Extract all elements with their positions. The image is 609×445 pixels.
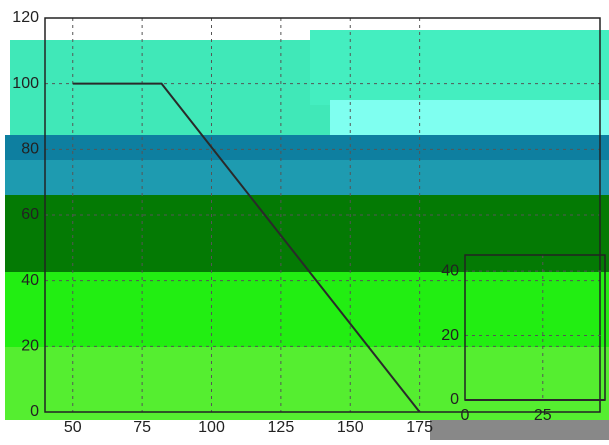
glitch-band (430, 420, 609, 440)
y-tick-label: 120 (12, 9, 39, 26)
glitch-band (5, 272, 609, 347)
x-tick-label: 0 (461, 407, 470, 424)
y-tick-label: 20 (21, 338, 39, 355)
x-tick-label: 125 (268, 419, 295, 436)
glitch-band (5, 347, 609, 420)
y-tick-label: 60 (21, 206, 39, 223)
y-tick-label: 0 (450, 391, 459, 408)
x-tick-label: 100 (198, 419, 225, 436)
x-tick-label: 75 (133, 419, 151, 436)
x-tick-label: 175 (406, 419, 433, 436)
x-tick-label: 25 (534, 407, 552, 424)
glitch-band (5, 160, 609, 195)
plot-frame (44, 17, 601, 413)
x-tick-label: 50 (64, 419, 82, 436)
glitch-band (310, 30, 609, 105)
glitch-band (330, 100, 609, 140)
glitch-band (5, 195, 609, 272)
plots: 50 75 100 125 150 175 0 20 40 60 80 100 120 0 25 0 20 40 (12, 9, 606, 436)
y-tick-label: 0 (30, 403, 39, 420)
y-tick-label: 100 (12, 75, 39, 92)
y-tick-label: 40 (441, 262, 459, 279)
y-tick-label: 40 (21, 272, 39, 289)
y-tick-label: 20 (441, 327, 459, 344)
y-tick-label: 80 (21, 141, 39, 158)
line-series (72, 82, 421, 413)
x-tick-label: 150 (337, 419, 364, 436)
